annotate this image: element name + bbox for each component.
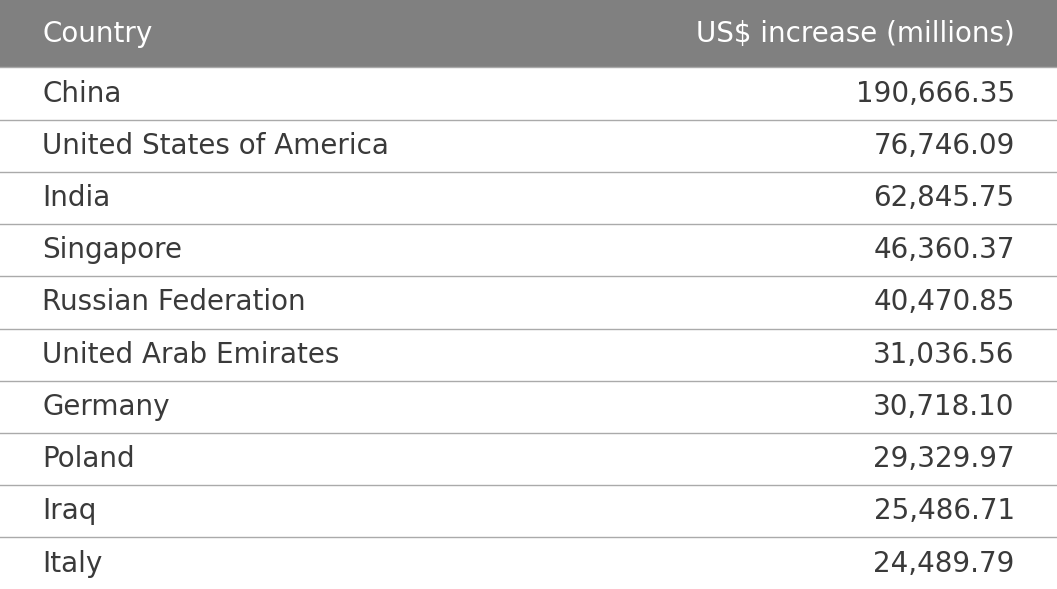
Text: Italy: Italy — [42, 550, 103, 578]
FancyBboxPatch shape — [0, 172, 1057, 224]
Text: Country: Country — [42, 20, 152, 48]
FancyBboxPatch shape — [0, 120, 1057, 172]
Text: 46,360.37: 46,360.37 — [873, 236, 1015, 264]
Text: United States of America: United States of America — [42, 132, 389, 160]
Text: 24,489.79: 24,489.79 — [873, 550, 1015, 578]
Text: Singapore: Singapore — [42, 236, 182, 264]
Text: India: India — [42, 184, 111, 212]
Text: 31,036.56: 31,036.56 — [873, 340, 1015, 369]
Text: Iraq: Iraq — [42, 497, 96, 525]
Text: 76,746.09: 76,746.09 — [873, 132, 1015, 160]
FancyBboxPatch shape — [0, 381, 1057, 433]
Text: 40,470.85: 40,470.85 — [873, 289, 1015, 316]
Text: 62,845.75: 62,845.75 — [873, 184, 1015, 212]
Text: China: China — [42, 80, 122, 108]
Text: 29,329.97: 29,329.97 — [873, 445, 1015, 473]
FancyBboxPatch shape — [0, 68, 1057, 120]
Text: 30,718.10: 30,718.10 — [873, 393, 1015, 421]
Text: Poland: Poland — [42, 445, 135, 473]
FancyBboxPatch shape — [0, 433, 1057, 485]
FancyBboxPatch shape — [0, 224, 1057, 276]
FancyBboxPatch shape — [0, 485, 1057, 537]
Text: United Arab Emirates: United Arab Emirates — [42, 340, 339, 369]
Text: 25,486.71: 25,486.71 — [873, 497, 1015, 525]
Text: Russian Federation: Russian Federation — [42, 289, 305, 316]
FancyBboxPatch shape — [0, 537, 1057, 589]
FancyBboxPatch shape — [0, 329, 1057, 381]
FancyBboxPatch shape — [0, 0, 1057, 68]
FancyBboxPatch shape — [0, 276, 1057, 329]
Text: 190,666.35: 190,666.35 — [855, 80, 1015, 108]
Text: US$ increase (millions): US$ increase (millions) — [696, 20, 1015, 48]
Text: Germany: Germany — [42, 393, 170, 421]
